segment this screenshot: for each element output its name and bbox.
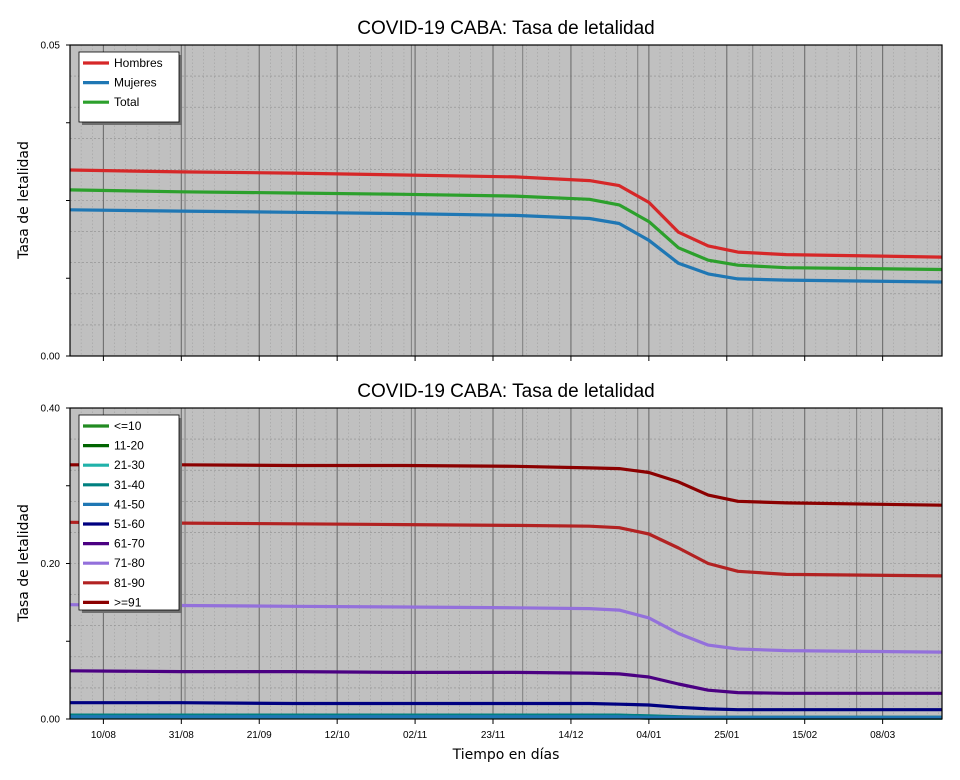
y-tick-label: 0.00 (41, 715, 61, 726)
legend-label: <=10 (114, 419, 142, 433)
bottom-chart-panel: 10/08 31/08 21/09 12/10 02/11 23/11 14/12 04/01… (16, 381, 943, 742)
legend-label: 81-90 (114, 576, 145, 590)
top-series-lines (69, 168, 943, 284)
legend-label: 21-30 (114, 458, 145, 472)
x-tick-label: 15/02 (792, 730, 817, 741)
x-tick-label: 14/12 (558, 730, 583, 741)
legend-label: Total (114, 95, 139, 109)
top-chart-title: COVID-19 CABA: Tasa de letalidad (357, 18, 654, 39)
bottom-chart-title: COVID-19 CABA: Tasa de letalidad (357, 381, 654, 402)
series-line-71-80 (69, 603, 943, 654)
x-tick-label: 08/03 (870, 730, 895, 741)
x-tick-label: 23/11 (481, 730, 506, 741)
series-line-81-90 (69, 520, 943, 578)
top-y-axis-label: Tasa de letalidad (16, 141, 32, 260)
x-tick-label: 21/09 (247, 730, 272, 741)
legend-box (78, 414, 180, 611)
series-line-total (69, 188, 943, 272)
x-tick-label: 04/01 (636, 730, 661, 741)
legend-label: Hombres (114, 56, 163, 70)
x-tick-label: 31/08 (169, 730, 194, 741)
top-axes: 0.00 0.05 (41, 41, 884, 363)
legend-label: 31-40 (114, 478, 145, 492)
x-tick-label: 12/10 (325, 730, 350, 741)
x-tick-label: 02/11 (403, 730, 428, 741)
series-line-mujeres (69, 208, 943, 284)
y-tick-label: 0.05 (41, 41, 61, 52)
top-gridlines (69, 45, 942, 356)
top-legend: Hombres Mujeres Total (78, 51, 182, 125)
y-tick-label: 0.40 (41, 404, 61, 415)
legend-label: 41-50 (114, 497, 145, 511)
legend-label: 71-80 (114, 556, 145, 570)
x-tick-label: 25/01 (714, 730, 739, 741)
series-line-hombres (69, 168, 943, 259)
legend-label: 51-60 (114, 517, 145, 531)
series-line-61-70 (69, 669, 942, 695)
legend-label: Mujeres (114, 76, 157, 90)
series-line-41-50 (70, 715, 942, 720)
bottom-legend: <=10 11-20 21-30 31-40 41-50 51-60 61-70 71-80 8… (78, 414, 182, 613)
legend-label: 61-70 (114, 537, 145, 551)
bottom-series-lines (69, 463, 943, 720)
bottom-axes: 10/08 31/08 21/09 12/10 02/11 23/11 14/12 04/01… (41, 404, 896, 742)
legend-label: >=91 (114, 595, 142, 609)
series-line--91 (70, 463, 943, 507)
x-axis-label: Tiempo en días (452, 747, 560, 763)
top-chart-panel: 0.00 0.05 COVID-19 CABA: Tasa de letalida… (16, 18, 943, 363)
bottom-y-axis-label: Tasa de letalidad (16, 504, 32, 623)
series-line-51-60 (70, 701, 942, 712)
y-tick-label: 0.20 (41, 559, 61, 570)
legend-label: 11-20 (114, 439, 144, 453)
y-tick-label: 0.00 (41, 352, 61, 363)
x-tick-label: 10/08 (91, 730, 116, 741)
